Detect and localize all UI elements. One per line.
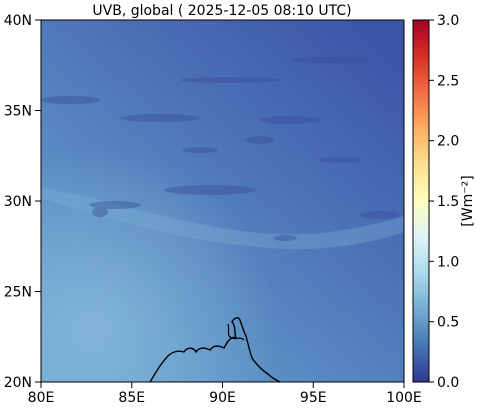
coastline-inlet [227,323,245,341]
lat-tick-label: 40N [4,13,32,29]
lon-tick-label: 85E [118,390,145,406]
lat-tick-label: 20N [4,375,32,391]
colorbar-gradient [412,19,430,383]
colorbar-tick-label: 1.5 [437,194,459,210]
map-title: UVB, global ( 2025-12-05 08:10 UTC) [92,3,351,19]
lon-tick-label: 100E [386,390,422,406]
uvb-field-light-region [41,20,404,382]
cloud-band-light [41,188,404,250]
lat-tick-label: 35N [4,104,32,120]
lat-axis: 20N 25N 30N 35N 40N [4,13,41,391]
colorbar-tick-label: 2.0 [437,134,459,150]
colorbar-tick-label: 3.0 [437,13,459,29]
colorbar-tick-label: 0.5 [437,315,459,331]
cloud-features [41,57,400,241]
colorbar-tick-label: 2.5 [437,73,459,89]
lon-axis: 80E 85E 90E 95E 100E [28,382,422,406]
lon-tick-label: 80E [28,390,55,406]
lat-tick-label: 25N [4,285,32,301]
lon-tick-label: 90E [209,390,236,406]
lon-tick-label: 95E [300,390,327,406]
colorbar-label: [Wm⁻²] [460,175,476,226]
colorbar-tick-label: 1.0 [437,254,459,270]
map-panel [41,20,404,382]
colorbar-tick-label: 0.0 [437,375,459,391]
lat-tick-label: 30N [4,194,32,210]
colorbar: 0.0 0.5 1.0 1.5 2.0 2.5 3.0 [Wm⁻²] [412,13,476,391]
